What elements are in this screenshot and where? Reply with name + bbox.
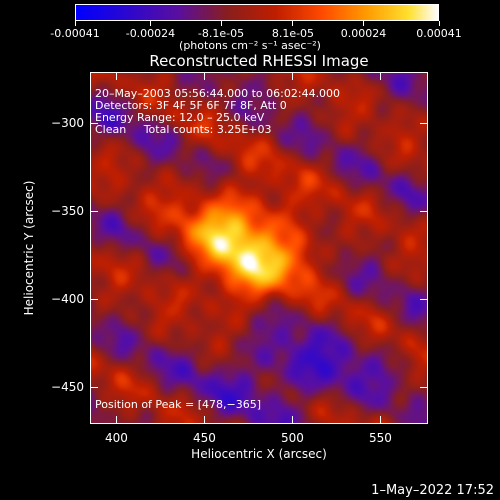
colorbar-tick-mark	[74, 21, 76, 26]
y-axis-label: Heliocentric Y (arcsec)	[22, 180, 36, 316]
x-tick-label: 550	[369, 431, 392, 445]
heatmap-image	[90, 72, 428, 424]
annotation-date-range: 20–May–2003 05:56:44.000 to 06:02:44.000	[95, 87, 341, 100]
y-tick-label: −450	[51, 380, 84, 395]
x-tick-label: 450	[192, 431, 216, 445]
x-tick-label: 400	[104, 431, 128, 445]
x-tick-mark	[291, 72, 293, 80]
colorbar-tick-mark	[220, 21, 222, 26]
x-tick-mark	[115, 72, 117, 80]
colorbar-tick-label: -8.1e-05	[197, 27, 245, 40]
x-tick-mark	[203, 72, 205, 80]
x-tick-mark	[115, 416, 117, 424]
annotation-detectors: Detectors: 3F 4F 5F 6F 7F 8F, Att 0	[95, 99, 287, 112]
x-axis-label: Heliocentric X (arcsec)	[191, 447, 327, 461]
y-tick-mark	[90, 210, 98, 212]
colorbar-tick-mark	[292, 21, 294, 26]
colorbar-tick-label: -0.00024	[125, 27, 176, 40]
plot-area	[90, 72, 428, 424]
colorbar	[75, 4, 439, 21]
x-tick-mark	[291, 416, 293, 424]
colorbar-tick-label: -0.00041	[50, 27, 100, 40]
y-tick-mark	[420, 386, 428, 388]
colorbar-tick-mark	[438, 21, 440, 26]
y-tick-label: −400	[51, 292, 84, 307]
chart-title: Reconstructed RHESSI Image	[149, 52, 369, 70]
colorbar-tick-label: 8.1e-05	[271, 27, 315, 40]
x-tick-mark	[203, 416, 205, 424]
colorbar-tick-label: 0.00024	[340, 27, 387, 40]
y-tick-mark	[90, 122, 98, 124]
y-tick-label: −300	[51, 116, 84, 131]
x-tick-mark	[379, 72, 381, 80]
y-tick-mark	[420, 298, 428, 300]
x-tick-mark	[379, 416, 381, 424]
timestamp: 1–May–2022 17:52	[371, 483, 494, 498]
y-tick-label: −350	[51, 204, 84, 219]
y-tick-mark	[420, 210, 428, 212]
colorbar-tick-mark	[363, 21, 365, 26]
colorbar-tick-mark	[149, 21, 151, 26]
annotation-energy-range: Energy Range: 12.0 – 25.0 keV	[95, 111, 265, 124]
y-tick-mark	[420, 122, 428, 124]
y-tick-mark	[90, 386, 98, 388]
colorbar-units-label: (photons cm⁻² s⁻¹ asec⁻²)	[179, 39, 321, 52]
annotation-clean-counts: Clean Total counts: 3.25E+03	[95, 123, 272, 136]
colorbar-tick-label: 0.00041	[416, 27, 462, 40]
annotation-peak-position: Position of Peak = [478,−365]	[95, 398, 262, 411]
x-tick-label: 500	[280, 431, 304, 445]
y-tick-mark	[90, 298, 98, 300]
